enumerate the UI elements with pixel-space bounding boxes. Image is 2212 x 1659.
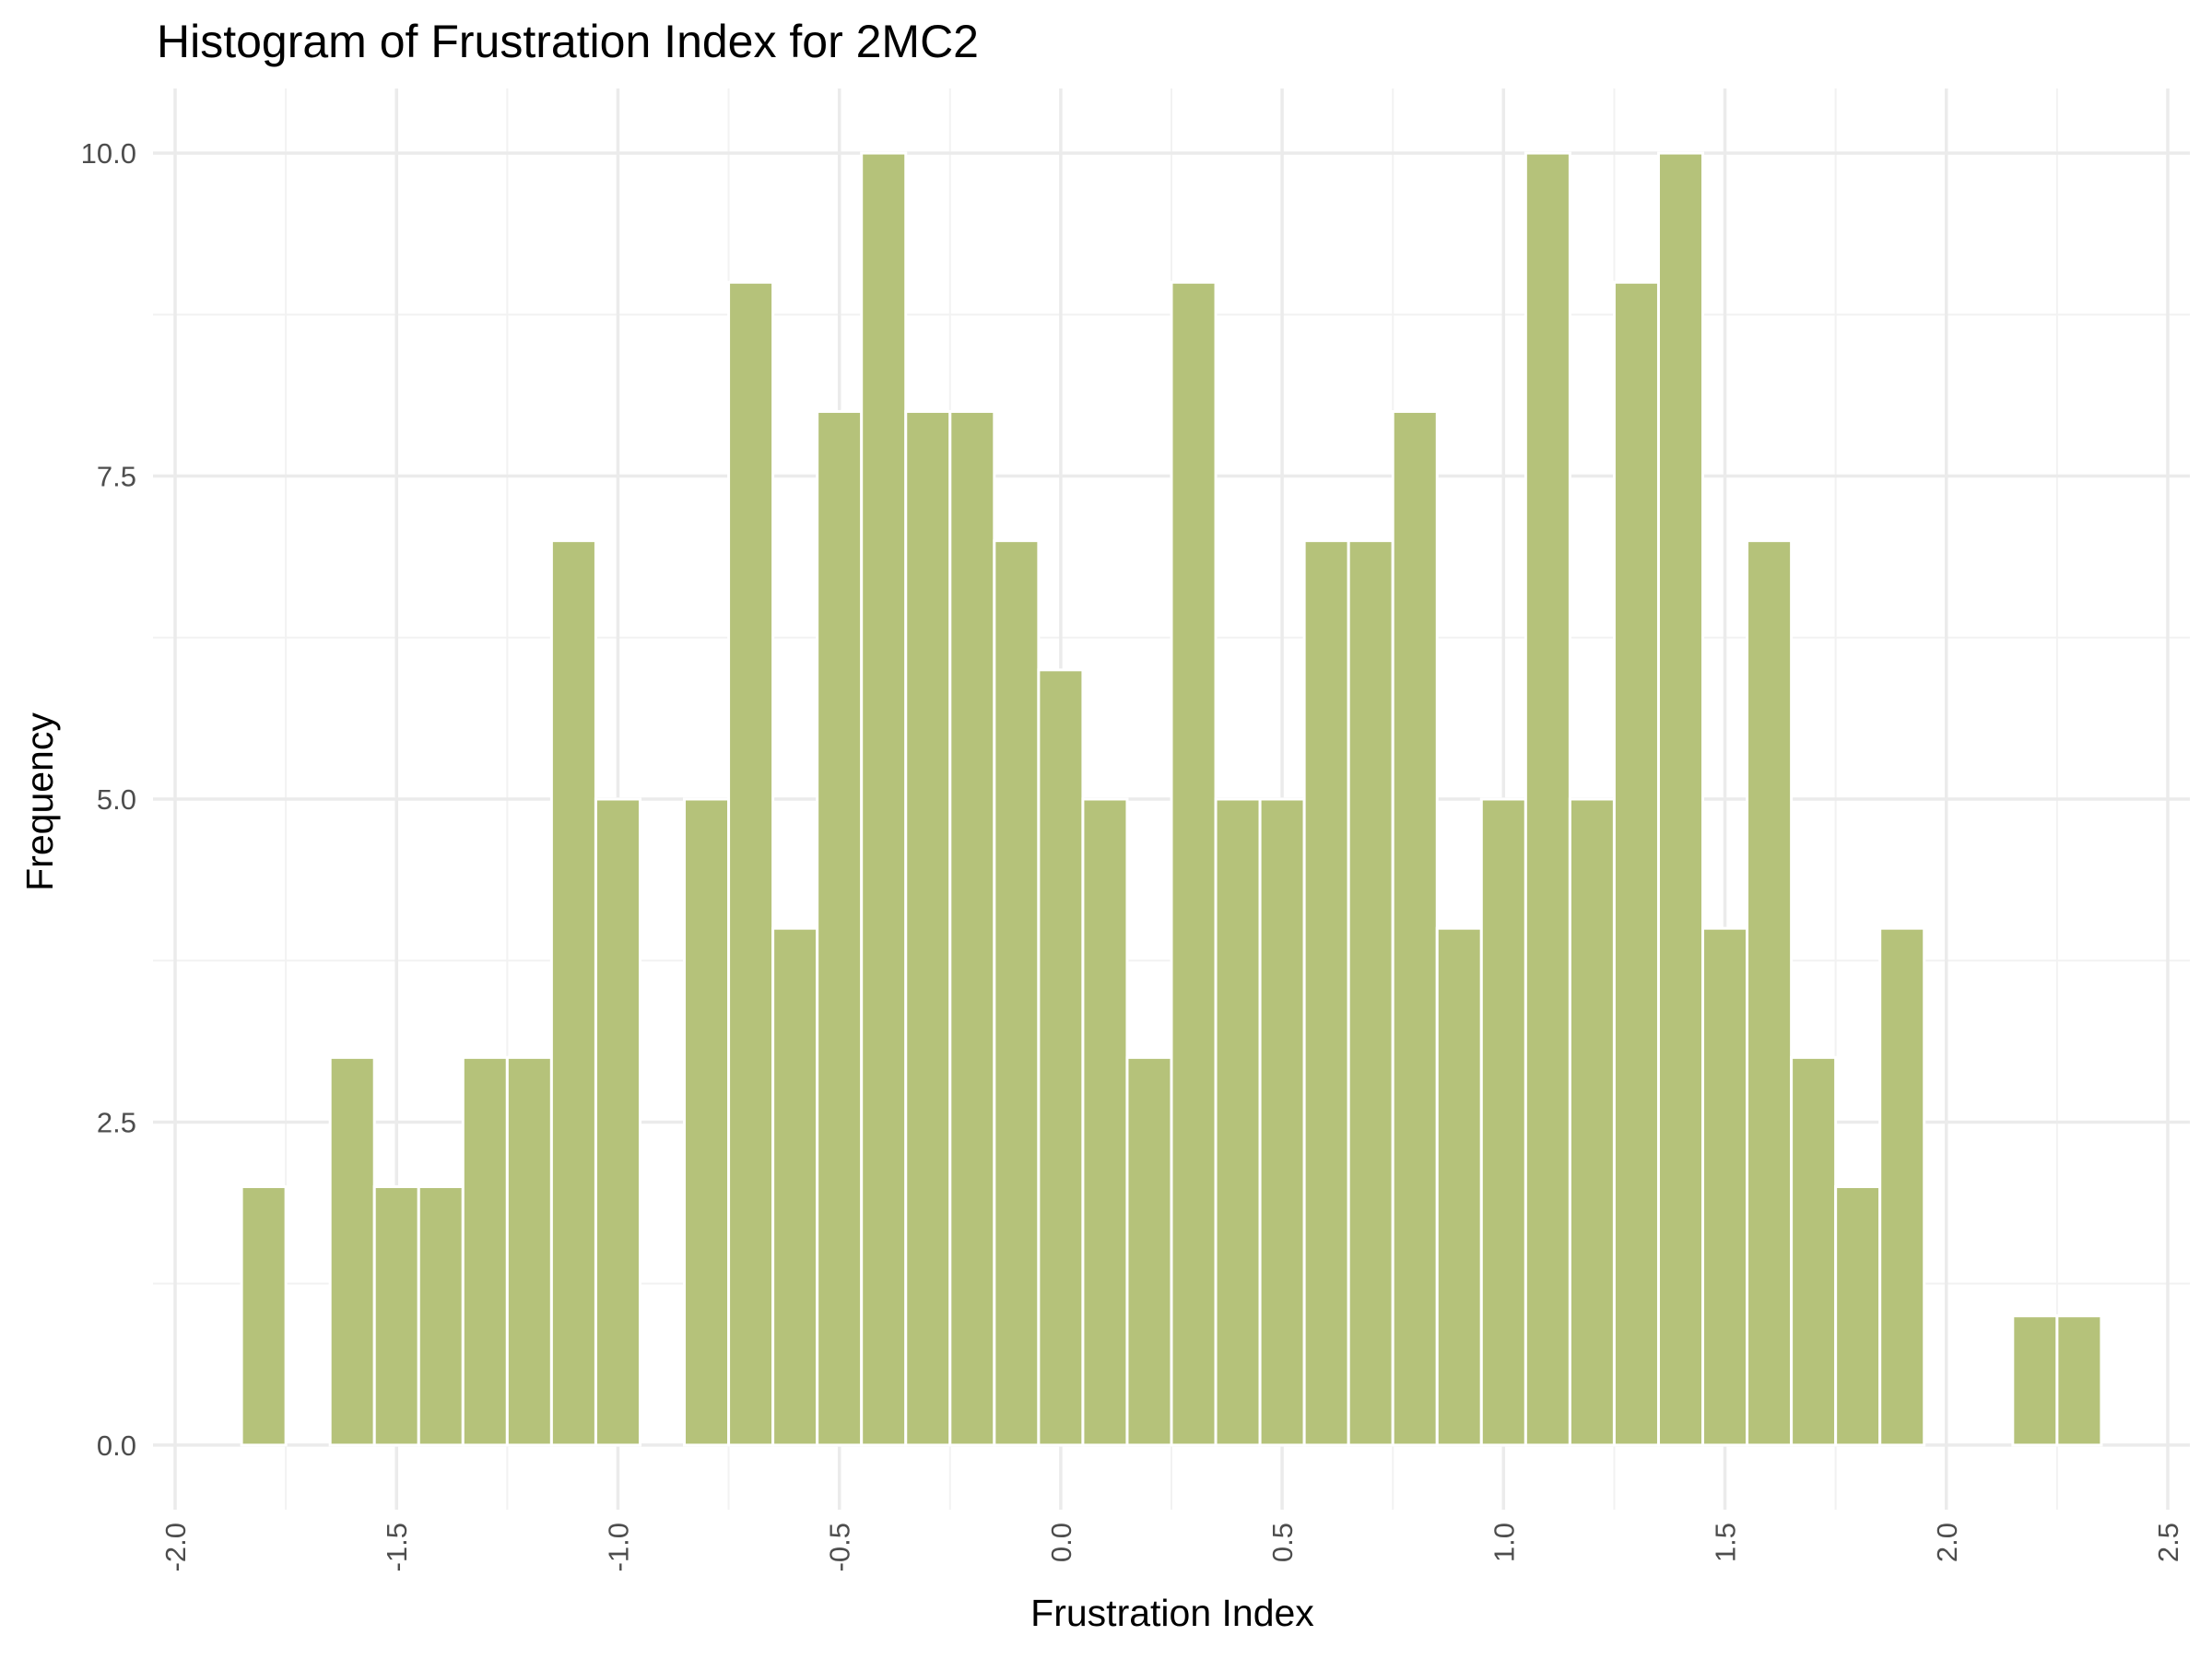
x-axis-ticks: -2.0 -1.5 -1.0 -0.5 0.0 0.5 1.0 1.5 2.0 2.5 xyxy=(159,1523,2184,1571)
histogram-bar xyxy=(993,539,1041,1447)
histogram-bar xyxy=(1125,1055,1173,1447)
histogram-bar xyxy=(594,797,641,1447)
y-tick-label: 10.0 xyxy=(81,137,136,170)
histogram-bar xyxy=(1302,539,1350,1447)
histogram-bar xyxy=(771,926,819,1447)
histogram-bar xyxy=(816,409,864,1447)
y-tick-label: 7.5 xyxy=(97,461,136,493)
x-tick-label: -1.0 xyxy=(602,1523,634,1571)
histogram-bar xyxy=(683,797,731,1447)
histogram-bar xyxy=(240,1185,288,1447)
y-axis-ticks: 0.0 2.5 5.0 7.5 10.0 xyxy=(81,137,136,1462)
histogram-bar xyxy=(1258,797,1306,1447)
histogram-bar xyxy=(1878,926,1926,1447)
histogram-bar xyxy=(948,409,996,1447)
histogram-bar xyxy=(904,409,952,1447)
chart-title: Histogram of Frustration Index for 2MC2 xyxy=(157,16,979,67)
histogram-bar xyxy=(1081,797,1129,1447)
histogram-bar xyxy=(549,539,597,1447)
histogram-bar xyxy=(727,280,775,1447)
histogram-bar xyxy=(1612,280,1660,1447)
histogram-bars xyxy=(240,151,2103,1447)
histogram-bar xyxy=(1790,1055,1838,1447)
x-tick-label: -0.5 xyxy=(824,1523,856,1571)
y-tick-label: 5.0 xyxy=(97,783,136,816)
histogram-bar xyxy=(1568,797,1616,1447)
histogram-bar xyxy=(1479,797,1527,1447)
x-tick-label: 2.5 xyxy=(2152,1523,2184,1562)
histogram-bar xyxy=(2055,1314,2103,1447)
histogram-bar xyxy=(372,1185,420,1447)
y-axis-label: Frequency xyxy=(18,712,61,891)
histogram-bar xyxy=(1214,797,1262,1447)
histogram-bar xyxy=(1656,151,1705,1447)
x-tick-label: -2.0 xyxy=(159,1523,192,1571)
y-tick-label: 0.0 xyxy=(97,1430,136,1462)
histogram-bar xyxy=(1037,668,1085,1447)
histogram-bar xyxy=(1524,151,1571,1447)
x-tick-label: 0.5 xyxy=(1266,1523,1299,1562)
histogram-bar xyxy=(2011,1314,2059,1447)
histogram-bar xyxy=(1834,1185,1882,1447)
histogram-bar xyxy=(328,1055,376,1447)
histogram-bar xyxy=(417,1185,465,1447)
histogram-bar xyxy=(1170,280,1218,1447)
histogram-bar xyxy=(1347,539,1394,1447)
x-tick-label: 2.0 xyxy=(1931,1523,1963,1562)
histogram-bar xyxy=(860,151,908,1447)
histogram-bar xyxy=(505,1055,553,1447)
histogram-bar xyxy=(1435,926,1483,1447)
histogram-bar xyxy=(1701,926,1749,1447)
x-tick-label: 1.0 xyxy=(1488,1523,1520,1562)
y-tick-label: 2.5 xyxy=(97,1106,136,1138)
x-tick-label: 1.5 xyxy=(1710,1523,1742,1562)
x-axis-label: Frustration Index xyxy=(1030,1592,1314,1634)
x-tick-label: -1.5 xyxy=(381,1523,413,1571)
histogram-bar xyxy=(1746,539,1794,1447)
x-tick-label: 0.0 xyxy=(1045,1523,1077,1562)
histogram-bar xyxy=(461,1055,509,1447)
histogram-bar xyxy=(1391,409,1439,1447)
